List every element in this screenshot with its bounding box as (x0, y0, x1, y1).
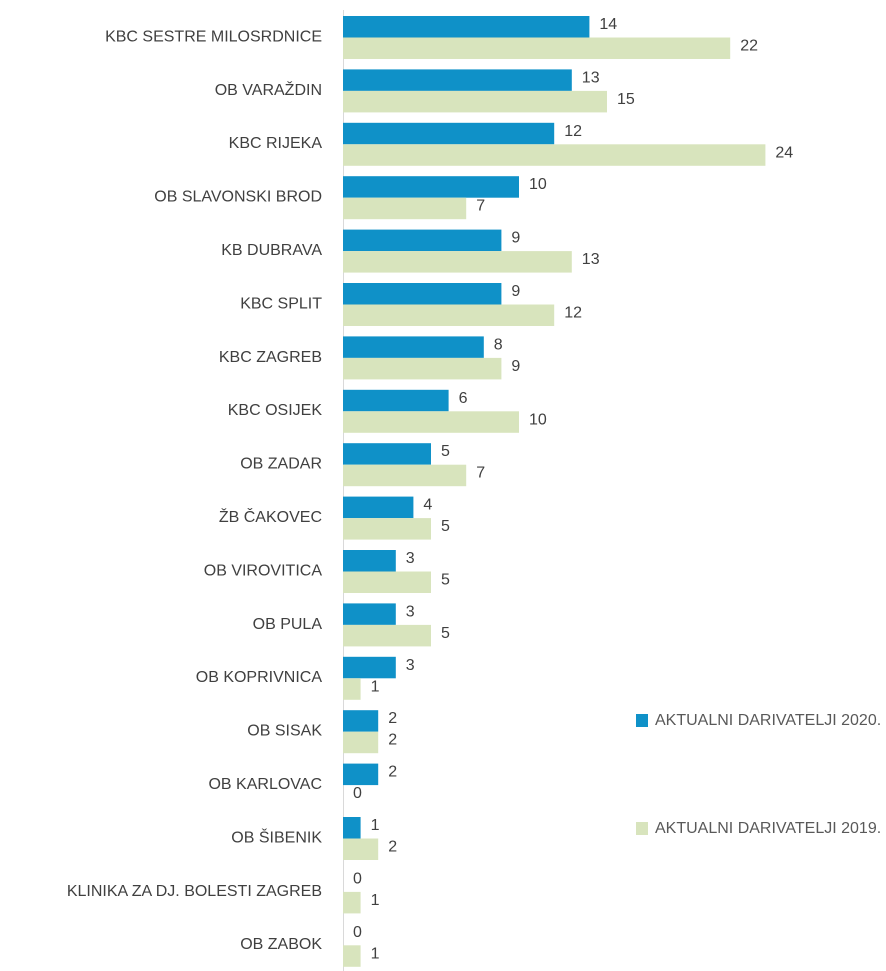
bar (343, 656, 396, 679)
bar (343, 283, 502, 305)
value-label: 22 (740, 37, 758, 54)
category-label: OB VIROVITICA (204, 562, 323, 579)
bar (343, 763, 379, 786)
value-label: 13 (582, 251, 600, 268)
value-label: 5 (441, 518, 450, 535)
bar (343, 304, 555, 326)
value-label: 2 (388, 764, 397, 781)
bar (343, 336, 484, 358)
legend-label: AKTUALNI DARIVATELJI 2020. (655, 712, 882, 729)
bar (343, 550, 396, 572)
value-label: 15 (617, 91, 635, 108)
bar (343, 891, 361, 914)
category-label: OB ŠIBENIK (231, 827, 322, 846)
bar (343, 16, 590, 38)
value-label: 3 (406, 657, 415, 674)
category-label: KB DUBRAVA (221, 242, 322, 259)
value-label: 5 (441, 625, 450, 642)
value-label: 7 (476, 198, 485, 215)
value-label: 8 (494, 336, 503, 353)
value-label: 5 (441, 443, 450, 460)
value-label: 0 (353, 870, 362, 887)
value-label: 1 (371, 817, 380, 834)
bar (343, 144, 766, 166)
bar (343, 817, 361, 839)
legend-swatch (636, 822, 648, 835)
value-label: 4 (423, 497, 432, 514)
bar (343, 389, 449, 412)
bar (343, 229, 502, 252)
bar (343, 69, 572, 91)
category-label: KBC ZAGREB (219, 349, 322, 366)
bar (343, 122, 555, 145)
bar (343, 411, 519, 433)
category-label: OB VARAŽDIN (215, 80, 322, 99)
bar (343, 678, 361, 700)
value-label: 0 (353, 785, 362, 802)
value-label: 1 (371, 945, 380, 962)
value-label: 13 (582, 69, 600, 86)
category-label: OB KOPRIVNICA (196, 669, 323, 686)
bar (343, 731, 379, 754)
bar (343, 518, 431, 540)
bar (343, 945, 361, 967)
bar (343, 624, 431, 647)
category-label: OB SLAVONSKI BROD (154, 189, 322, 206)
category-label: OB PULA (253, 616, 323, 633)
bar (343, 496, 414, 519)
bar (343, 197, 467, 220)
category-label: KBC SPLIT (240, 295, 322, 312)
category-label: OB ZABOK (240, 936, 322, 953)
bar (343, 443, 431, 465)
value-label: 10 (529, 411, 547, 428)
value-label: 14 (599, 16, 617, 33)
value-label: 2 (388, 710, 397, 727)
bar (343, 838, 379, 860)
value-label: 10 (529, 176, 547, 193)
bar (343, 710, 379, 732)
value-label: 3 (406, 603, 415, 620)
value-label: 12 (564, 123, 582, 140)
value-label: 12 (564, 304, 582, 321)
bar (343, 464, 467, 487)
bar (343, 251, 572, 273)
category-label: KBC RIJEKA (229, 135, 323, 152)
value-label: 1 (371, 892, 380, 909)
value-label: 9 (511, 283, 520, 300)
value-label: 0 (353, 924, 362, 941)
category-label: OB KARLOVAC (208, 776, 322, 793)
value-label: 3 (406, 550, 415, 567)
value-label: 9 (511, 230, 520, 247)
bar (343, 571, 431, 593)
bar (343, 603, 396, 625)
bar (343, 37, 731, 59)
category-label: ŽB ČAKOVEC (219, 507, 322, 526)
category-label: OB SISAK (247, 723, 322, 740)
value-label: 7 (476, 465, 485, 482)
bar (343, 90, 607, 113)
value-label: 2 (388, 838, 397, 855)
legend-swatch (636, 714, 648, 727)
value-label: 24 (775, 144, 793, 161)
value-label: 6 (459, 390, 468, 407)
category-label: KLINIKA ZA DJ. BOLESTI ZAGREB (67, 883, 322, 900)
bar (343, 176, 519, 198)
category-label: KBC OSIJEK (228, 402, 323, 419)
value-label: 5 (441, 571, 450, 588)
category-label: OB ZADAR (240, 456, 322, 473)
value-label: 9 (511, 358, 520, 375)
legend-label: AKTUALNI DARIVATELJI 2019. (655, 820, 882, 837)
value-label: 1 (371, 678, 380, 695)
value-label: 2 (388, 732, 397, 749)
category-label: KBC SESTRE MILOSRDNICE (105, 28, 322, 45)
bar (343, 357, 502, 380)
